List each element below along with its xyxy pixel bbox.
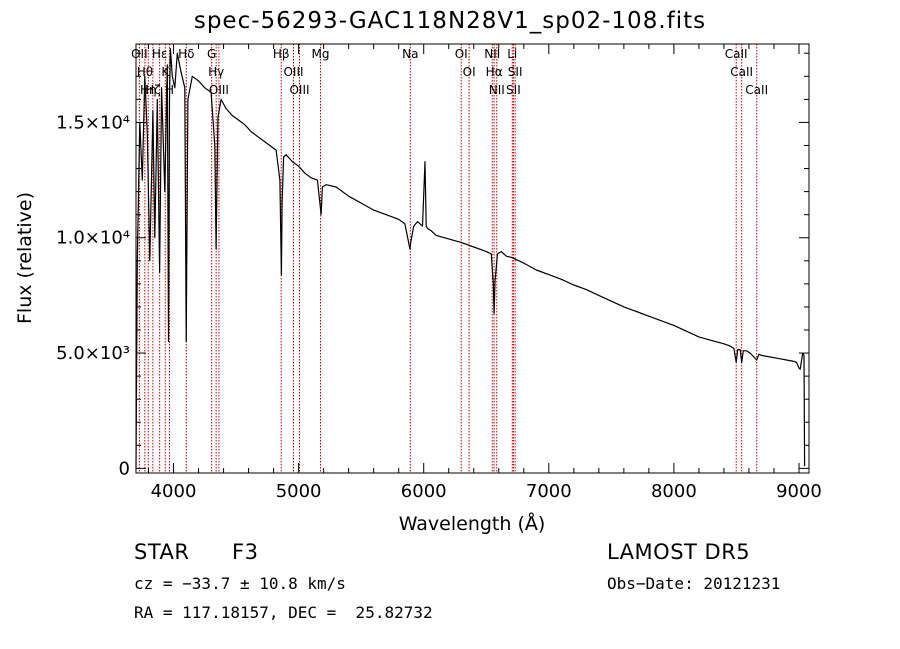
line-label-14: Mg <box>312 47 330 61</box>
spectrum-series <box>135 48 806 469</box>
line-label-22: SII <box>506 83 521 97</box>
chart-title: spec-56293-GAC118N28V1_sp02-108.fits <box>193 8 707 34</box>
line-label-16: OI <box>455 47 468 61</box>
spectral-line-markers <box>138 44 758 473</box>
x-tick-label-2: 6000 <box>401 481 447 502</box>
y-tick-label-0: 0 <box>119 458 130 479</box>
line-label-15: Na <box>402 47 418 61</box>
line-label-8: G <box>207 47 216 61</box>
line-label-7: Hδ <box>178 47 194 61</box>
x-axis-label: Wavelength (Å) <box>399 512 546 535</box>
line-label-10: OIII <box>209 83 229 97</box>
spectrum-line-0 <box>135 48 806 469</box>
line-label-1: Hθ <box>137 65 153 79</box>
line-label-24: CaII <box>725 47 748 61</box>
survey-name: LAMOST DR5 <box>607 540 751 564</box>
x-tick-label-0: 4000 <box>151 481 197 502</box>
x-tick-label-5: 9000 <box>776 481 822 502</box>
line-label-20: NII <box>489 83 505 97</box>
line-label-19: Hα <box>486 65 503 79</box>
x-tick-label-1: 5000 <box>276 481 322 502</box>
plot-axes: 4000 5000 6000 7000 8000 9000 0 5.0×10³ 1.0×10⁴ 1… <box>56 43 822 502</box>
y-tick-label-1: 5.0×10³ <box>56 343 130 364</box>
observation-date: Obs−Date: 20121231 <box>607 574 781 593</box>
y-axis-label: Flux (relative) <box>14 192 36 324</box>
line-label-26: CaII <box>745 83 768 97</box>
y-tick-label-2: 1.0×10⁴ <box>56 228 130 249</box>
line-label-21: Li <box>507 47 517 61</box>
redshift-cz: cz = −33.7 ± 10.8 km/s <box>134 574 346 593</box>
y-tick-label-3: 1.5×10⁴ <box>56 112 130 133</box>
line-label-3: Hζ <box>145 83 161 97</box>
line-label-18: NII <box>484 47 500 61</box>
line-label-13: OIII <box>289 83 309 97</box>
line-label-23: SII <box>508 65 523 79</box>
line-label-9: Hγ <box>208 65 224 79</box>
coordinates: RA = 117.18157, DEC = 25.82732 <box>134 603 433 622</box>
line-label-11: Hβ <box>273 47 290 61</box>
line-label-4: Hε <box>152 47 168 61</box>
x-tick-label-4: 8000 <box>651 481 697 502</box>
x-tick-label-3: 7000 <box>526 481 572 502</box>
line-label-25: CaII <box>730 65 753 79</box>
line-label-0: OII <box>131 47 148 61</box>
line-label-12: OIII <box>283 65 303 79</box>
object-subclass: F3 <box>232 540 259 564</box>
line-label-5: K <box>161 65 170 79</box>
object-class: STAR <box>134 540 190 564</box>
line-label-17: OI <box>463 65 476 79</box>
plot-frame <box>135 43 810 474</box>
